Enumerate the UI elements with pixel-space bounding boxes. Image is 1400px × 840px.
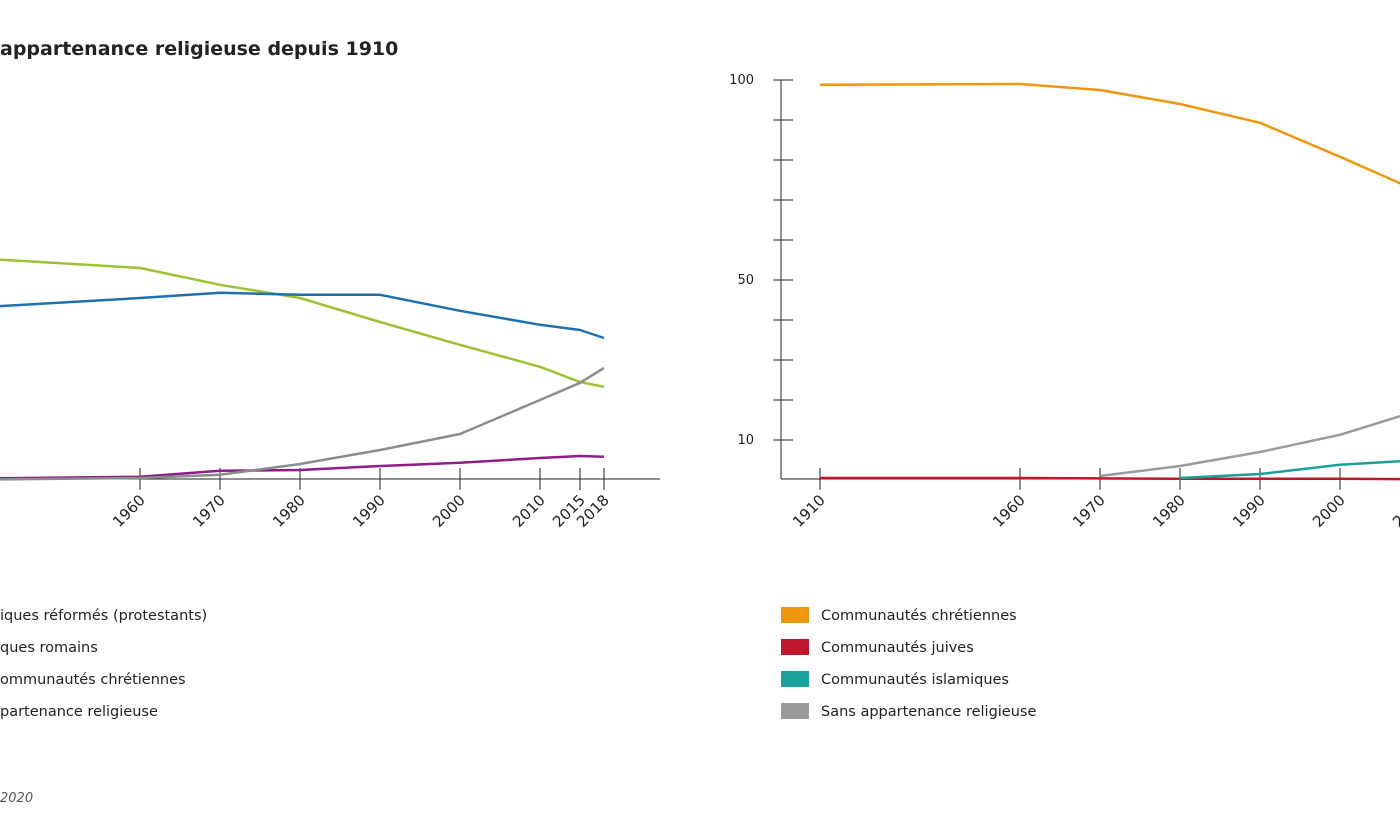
y-tick-label: 100 — [729, 73, 754, 88]
y-tick-label: 10 — [737, 433, 754, 448]
line-series — [819, 82, 1400, 185]
x-tick-label: 1990 — [349, 491, 389, 531]
line-series — [1099, 414, 1400, 478]
x-tick-label: 1970 — [1069, 491, 1109, 531]
x-tick-label: 1960 — [989, 491, 1029, 531]
x-tick-label: 1980 — [269, 491, 309, 531]
legend-swatch — [781, 607, 809, 623]
line-series — [0, 366, 605, 481]
x-tick-label: 1910 — [789, 491, 829, 531]
x-tick-label: 1970 — [189, 491, 229, 531]
line-series — [820, 476, 1400, 481]
line-series — [1179, 459, 1400, 480]
legend-swatch — [781, 671, 809, 687]
x-tick-label: 1990 — [1229, 491, 1269, 531]
x-tick-label: 1960 — [109, 491, 149, 531]
y-tick-label: 50 — [737, 273, 754, 288]
x-tick-label: 1980 — [1149, 491, 1189, 531]
legend-label: ques romains — [0, 640, 98, 656]
x-tick-label: 2000 — [429, 491, 469, 531]
line-series — [0, 258, 605, 389]
source: 2020 — [0, 791, 33, 806]
legend-label: Communautés islamiques — [821, 672, 1009, 688]
x-tick-label: 2000 — [1309, 491, 1349, 531]
legend-label: Communautés juives — [821, 640, 974, 656]
legend-label: Sans appartenance religieuse — [821, 704, 1036, 720]
legend-swatch — [781, 639, 809, 655]
line-series — [0, 291, 605, 340]
line-series — [0, 454, 605, 480]
chart-title: appartenance religieuse depuis 1910 — [0, 38, 398, 60]
x-tick-label: 2010 — [509, 491, 549, 531]
legend-label: Communautés chrétiennes — [821, 608, 1017, 624]
x-tick-label: 2010 — [1389, 491, 1400, 531]
legend-label: partenance religieuse — [0, 704, 158, 720]
legend-label: ommunautés chrétiennes — [0, 672, 186, 688]
legend-label: iques réformés (protestants) — [0, 608, 207, 624]
legend-swatch — [781, 703, 809, 719]
